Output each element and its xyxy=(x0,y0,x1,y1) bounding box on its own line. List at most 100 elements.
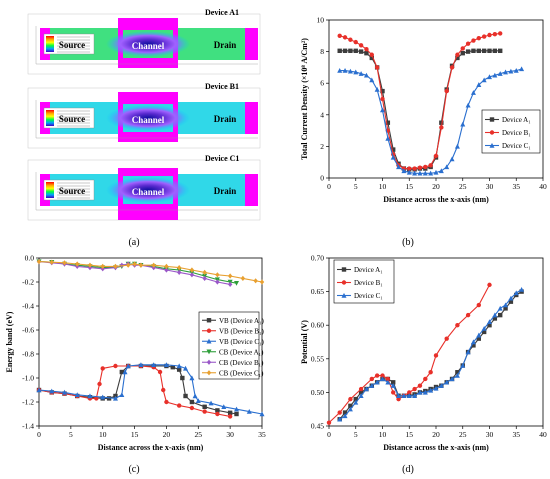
data-point xyxy=(385,376,391,382)
data-point xyxy=(106,396,112,401)
data-point xyxy=(489,117,495,122)
data-point xyxy=(189,399,195,405)
series xyxy=(337,31,503,171)
data-point xyxy=(87,393,93,399)
data-point xyxy=(337,416,343,422)
data-point xyxy=(428,170,434,176)
data-point xyxy=(407,390,412,395)
data-point xyxy=(189,405,195,411)
data-point xyxy=(454,143,460,149)
data-point xyxy=(438,168,444,174)
x-axis-label: Distance across the x-axis (nm) xyxy=(98,443,204,452)
series xyxy=(337,66,525,176)
y-tick-label: 6 xyxy=(320,79,324,88)
x-tick-label: 15 xyxy=(131,430,139,439)
data-point xyxy=(49,259,54,265)
data-point xyxy=(444,379,450,385)
data-point xyxy=(337,67,343,73)
data-point xyxy=(227,414,233,419)
data-point xyxy=(465,49,471,54)
data-point xyxy=(449,376,455,382)
y-tick-label: 0.60 xyxy=(311,321,324,330)
x-tick-label: 40 xyxy=(539,430,547,439)
channel-glow xyxy=(106,177,190,203)
data-point xyxy=(206,318,212,323)
data-point xyxy=(36,387,42,393)
y-tick-label: -1.2 xyxy=(22,398,34,407)
data-point xyxy=(407,166,412,171)
data-point xyxy=(163,362,169,367)
data-point xyxy=(100,394,106,400)
data-point xyxy=(374,65,380,70)
data-point xyxy=(391,380,396,385)
x-tick-label: 10 xyxy=(379,182,387,191)
data-point xyxy=(253,278,258,284)
x-tick-label: 15 xyxy=(406,430,414,439)
drain-contact xyxy=(245,28,258,60)
x-tick-label: 30 xyxy=(226,430,234,439)
data-point xyxy=(164,267,169,273)
data-point xyxy=(74,392,80,397)
data-point xyxy=(417,165,423,170)
legend: VB (Device A₁) VB (Device B₁) VB (Device C… xyxy=(198,311,264,380)
y-axis-label: Potential (V) xyxy=(300,320,309,364)
data-point xyxy=(487,282,492,288)
data-point xyxy=(151,262,156,268)
data-point xyxy=(353,399,359,405)
data-point xyxy=(470,90,476,95)
data-point xyxy=(374,373,380,378)
series xyxy=(36,362,265,417)
data-point xyxy=(519,286,525,292)
data-point xyxy=(503,302,509,308)
data-point xyxy=(422,389,428,395)
y-tick-label: 10 xyxy=(317,16,325,25)
data-point xyxy=(417,389,423,395)
data-point xyxy=(176,363,182,369)
legend-label: Device A₁ xyxy=(354,266,383,274)
data-point xyxy=(341,267,347,272)
data-point xyxy=(471,343,476,348)
y-tick-label: 0.50 xyxy=(311,388,324,397)
data-point xyxy=(433,153,439,159)
data-point xyxy=(94,396,99,401)
data-point xyxy=(423,376,428,382)
data-point xyxy=(353,39,358,45)
legend-box xyxy=(198,311,260,380)
data-point xyxy=(176,269,182,275)
data-point xyxy=(347,406,353,412)
panel-label-a: (a) xyxy=(128,237,139,248)
x-tick-label: 35 xyxy=(258,430,266,439)
data-point xyxy=(170,365,175,370)
y-axis-label: Energy band (eV) xyxy=(5,311,14,372)
data-point xyxy=(341,280,347,285)
data-point xyxy=(481,329,487,335)
x-tick-label: 5 xyxy=(69,430,73,439)
data-point xyxy=(455,323,460,328)
data-point xyxy=(337,410,342,415)
legend-label: CB (Device C₁) xyxy=(219,369,264,377)
device-title: Device C1 xyxy=(205,154,239,163)
data-point xyxy=(358,43,364,48)
y-tick-label: 0.0 xyxy=(25,254,35,263)
data-point xyxy=(337,48,342,54)
data-point xyxy=(455,370,460,375)
data-point xyxy=(342,67,348,73)
data-point xyxy=(215,279,220,285)
data-point xyxy=(519,66,525,72)
series-line xyxy=(38,365,237,415)
data-point xyxy=(492,48,498,54)
data-point xyxy=(234,406,240,412)
data-point xyxy=(406,169,412,175)
data-point xyxy=(396,164,402,170)
data-point xyxy=(348,396,353,402)
drain-label: Drain xyxy=(214,186,237,196)
data-point xyxy=(364,47,369,52)
data-point xyxy=(227,273,233,279)
data-point xyxy=(341,292,347,298)
data-point xyxy=(492,312,498,318)
data-point xyxy=(112,395,118,401)
panel-label-d: (d) xyxy=(402,464,414,475)
data-point xyxy=(503,69,509,75)
y-tick-label: -0.8 xyxy=(22,350,34,359)
